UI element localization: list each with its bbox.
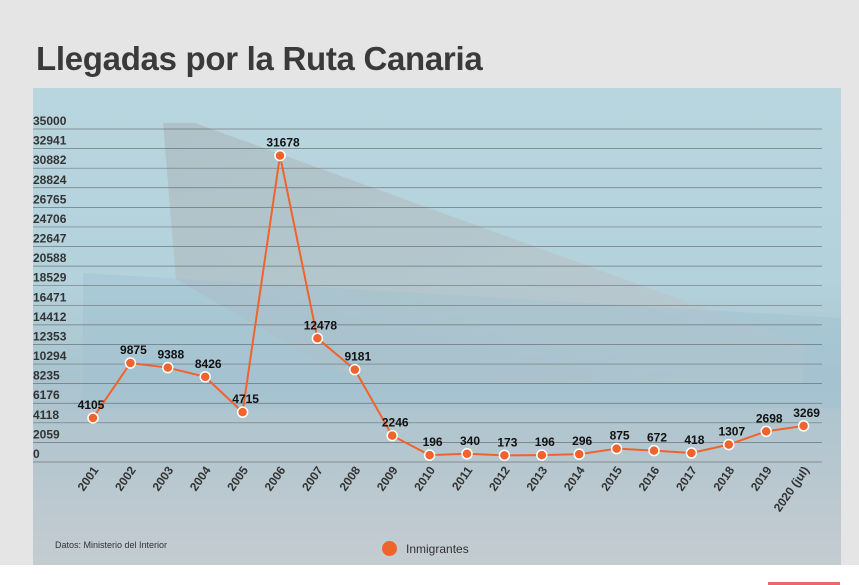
data-label: 196 — [423, 435, 443, 449]
data-label: 2246 — [382, 416, 409, 430]
data-point — [423, 449, 436, 461]
x-tick-label: 2011 — [449, 463, 476, 493]
y-tick-label: 35000 — [33, 114, 67, 128]
data-point — [87, 412, 99, 424]
data-point — [124, 357, 137, 369]
data-label: 296 — [572, 434, 592, 448]
chart-title: Llegadas por la Ruta Canaria — [36, 40, 483, 77]
y-tick-label: 32941 — [33, 134, 67, 148]
y-tick-label: 10294 — [33, 349, 67, 363]
data-point — [536, 449, 548, 461]
y-tick-label: 4118 — [33, 408, 59, 422]
data-label: 8426 — [195, 357, 222, 371]
data-label: 2698 — [756, 411, 783, 425]
data-point — [498, 449, 511, 462]
x-tick-label: 2017 — [673, 463, 700, 493]
data-label: 196 — [535, 435, 555, 449]
y-tick-label: 18529 — [33, 271, 67, 285]
x-tick-label: 2001 — [75, 463, 102, 493]
x-tick-label: 2014 — [561, 463, 588, 493]
data-point — [723, 438, 735, 451]
data-point — [386, 429, 398, 442]
accent-line — [768, 582, 840, 585]
y-tick-label: 22647 — [33, 232, 67, 246]
x-tick-label: 2020 (jul) — [771, 464, 812, 515]
data-label: 1307 — [718, 425, 745, 439]
x-tick-label: 2013 — [523, 463, 550, 493]
x-tick-label: 2002 — [112, 463, 139, 493]
x-tick-label: 2019 — [748, 463, 775, 493]
x-tick-label: 2006 — [262, 463, 289, 493]
x-tick-label: 2008 — [336, 463, 363, 493]
data-label: 9388 — [157, 348, 184, 362]
x-tick-label: 2015 — [598, 463, 625, 493]
y-tick-label: 0 — [33, 447, 40, 461]
data-point — [573, 448, 585, 460]
legend-label: Inmigrantes — [406, 541, 469, 556]
data-point — [311, 332, 324, 345]
data-label: 12478 — [304, 318, 338, 332]
x-tick-label: 2005 — [224, 463, 251, 493]
source-note: Datos: Ministerio del Interior — [55, 540, 168, 550]
data-point — [760, 425, 772, 438]
data-label: 31678 — [266, 136, 300, 150]
data-label: 418 — [684, 433, 704, 447]
x-tick-label: 2009 — [374, 463, 401, 493]
x-tick-label: 2010 — [411, 463, 438, 493]
y-tick-label: 30882 — [33, 153, 67, 167]
data-point — [349, 363, 361, 376]
data-label: 875 — [610, 429, 630, 443]
data-point — [236, 406, 249, 418]
x-tick-label: 2007 — [299, 463, 326, 493]
y-tick-label: 14412 — [33, 310, 67, 324]
data-label: 4105 — [78, 398, 105, 412]
x-tick-label: 2012 — [486, 463, 513, 493]
y-tick-label: 2059 — [33, 427, 60, 441]
data-label: 672 — [647, 431, 667, 445]
background-photo — [33, 88, 841, 565]
data-label: 340 — [460, 434, 480, 448]
data-point — [162, 361, 174, 374]
data-label: 4715 — [232, 392, 259, 406]
legend-marker — [382, 541, 397, 556]
data-label: 9875 — [120, 343, 147, 357]
y-tick-label: 12353 — [33, 329, 67, 343]
series-line — [92, 155, 804, 457]
x-tick-label: 2004 — [187, 463, 214, 493]
y-tick-label: 28824 — [33, 173, 67, 187]
data-point — [648, 444, 660, 457]
legend: Inmigrantes — [382, 541, 469, 556]
data-point — [274, 149, 286, 162]
x-tick-label: 2016 — [636, 463, 663, 493]
data-point — [199, 371, 211, 383]
y-tick-label: 24706 — [33, 212, 67, 226]
data-label: 9181 — [344, 350, 371, 364]
data-point — [610, 442, 623, 455]
data-label: 3269 — [793, 406, 820, 420]
y-tick-label: 6176 — [33, 388, 60, 402]
x-tick-label: 2018 — [710, 463, 737, 493]
y-tick-label: 8235 — [33, 369, 60, 383]
x-tick-label: 2003 — [149, 463, 176, 493]
y-tick-label: 26765 — [33, 192, 67, 206]
data-point — [461, 448, 473, 460]
y-tick-label: 20588 — [33, 251, 67, 265]
data-point — [685, 447, 698, 459]
y-tick-label: 16471 — [33, 290, 67, 304]
data-label: 173 — [497, 435, 517, 449]
data-point — [797, 420, 810, 432]
